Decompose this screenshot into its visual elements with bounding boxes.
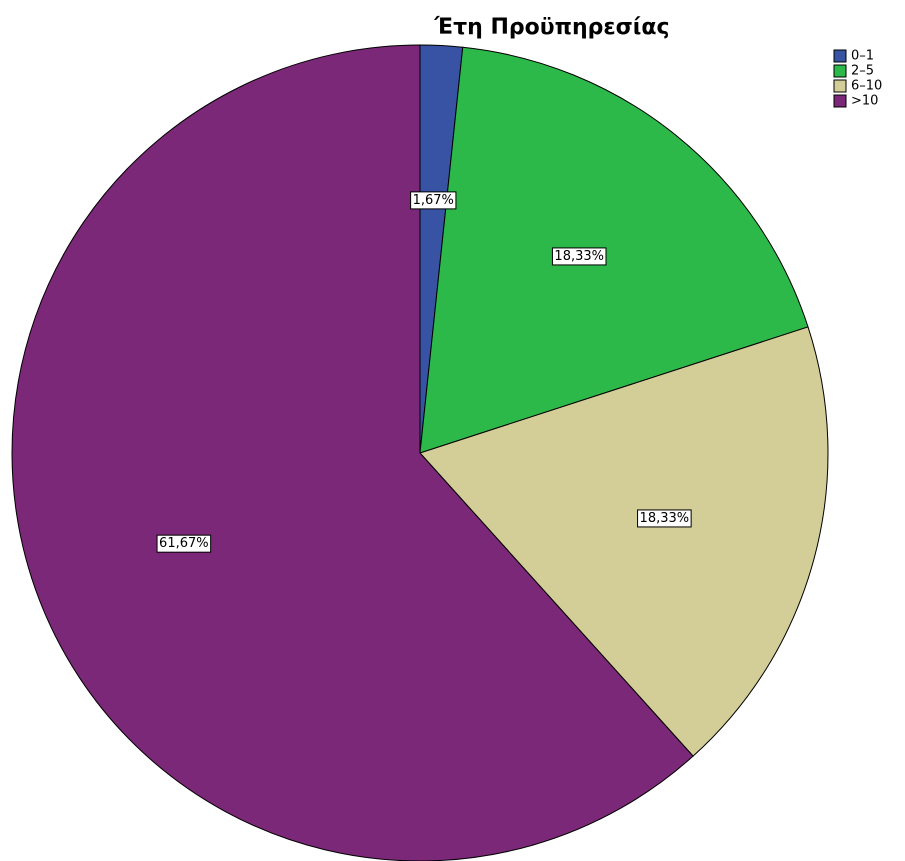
legend-swatch [833, 64, 847, 78]
value-label-box [637, 509, 692, 528]
value-label-box [551, 247, 607, 266]
pie-slice [11, 44, 694, 861]
value-label: 1,67% [413, 193, 454, 208]
value-label-box [410, 191, 457, 210]
chart-title: Έτη Προϋπηρεσίας [433, 15, 669, 40]
legend-label: >10 [851, 94, 878, 109]
legend-swatch [833, 79, 847, 93]
pie-slice [419, 46, 809, 454]
pie-slice [419, 326, 829, 757]
legend-swatch [833, 49, 847, 63]
value-label: 18,33% [554, 249, 604, 264]
legend-label: 2–5 [851, 64, 874, 79]
value-label: 61,67% [159, 536, 209, 551]
legend-label: 6–10 [851, 79, 882, 94]
legend-swatch [833, 94, 847, 108]
value-label-box [156, 534, 212, 553]
legend-label: 0–1 [851, 49, 874, 64]
value-label: 18,33% [640, 511, 690, 526]
